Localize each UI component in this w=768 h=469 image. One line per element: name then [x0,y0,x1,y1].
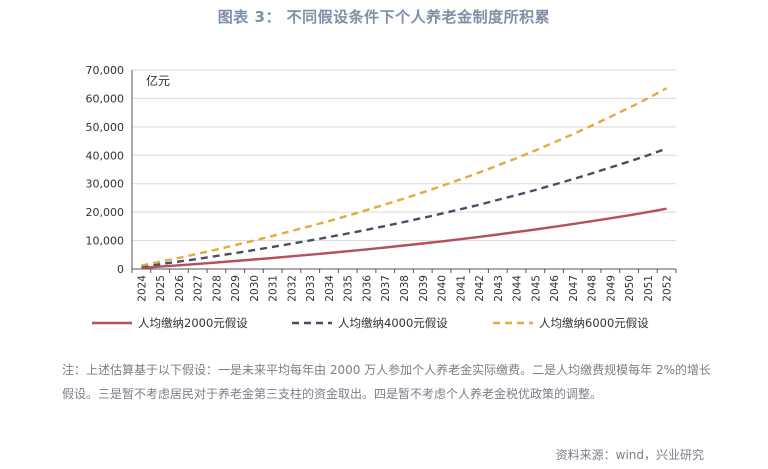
x-tick-label: 2024 [136,275,148,302]
x-tick-label: 2047 [568,275,580,302]
y-tick-label: 70,000 [86,64,125,77]
x-tick-label: 2046 [549,275,561,302]
x-tick-label: 2040 [437,275,449,302]
x-tick-label: 2041 [455,275,467,302]
x-tick-label: 2028 [211,275,223,302]
series-line [141,207,667,270]
legend-label: 人均缴纳6000元假设 [539,316,649,330]
x-tick-label: 2031 [268,275,280,302]
source-text: 资料来源：wind，兴业研究 [555,448,704,462]
x-tick-label: 2026 [174,275,186,302]
y-tick-label: 60,000 [86,92,125,105]
x-tick-label: 2043 [493,275,505,302]
x-tick-label: 2034 [324,275,336,302]
y-tick-label: 20,000 [86,206,125,219]
legend-label: 人均缴纳4000元假设 [338,316,448,330]
x-tick-label: 2050 [624,275,636,302]
x-tick-label: 2030 [249,275,261,302]
x-tick-label: 2045 [530,275,542,302]
y-tick-label: 10,000 [86,235,125,248]
line-chart: 0 10,000 20,000 30,000 40,000 50,000 60,000 70,… [86,64,677,330]
series-line [141,87,668,267]
x-tick-label: 2032 [286,275,298,302]
y-tick-label: 0 [117,263,124,276]
x-tick-label: 2029 [230,275,242,302]
y-tick-label: 50,000 [86,121,125,134]
unit-label: 亿元 [146,73,170,88]
x-tick-label: 2048 [587,275,599,302]
x-tick-label: 2037 [380,275,392,302]
footnote: 注：上述估算基于以下假设：一是未来平均每年由 2000 万人参加个人养老金实际缴… [62,363,712,401]
x-tick-label: 2049 [605,275,617,302]
x-tick-label: 2027 [193,275,205,302]
series-line [141,147,668,268]
x-tick-label: 2052 [662,275,674,302]
y-tick-label: 30,000 [86,178,125,191]
x-tick-label: 2051 [643,275,655,302]
x-tick-label: 2038 [399,275,411,302]
x-tick-label: 2035 [343,275,355,302]
x-tick-label: 2042 [474,275,486,302]
y-tick-label: 40,000 [86,149,125,162]
x-tick-label: 2039 [418,275,430,302]
chart-title: 图表 3： 不同假设条件下个人养老金制度所积累 [217,8,551,26]
x-tick-label: 2036 [361,275,373,302]
x-tick-label: 2044 [512,275,524,302]
x-tick-label: 2033 [305,275,317,302]
legend-label: 人均缴纳2000元假设 [138,316,248,330]
x-tick-label: 2025 [155,275,167,302]
